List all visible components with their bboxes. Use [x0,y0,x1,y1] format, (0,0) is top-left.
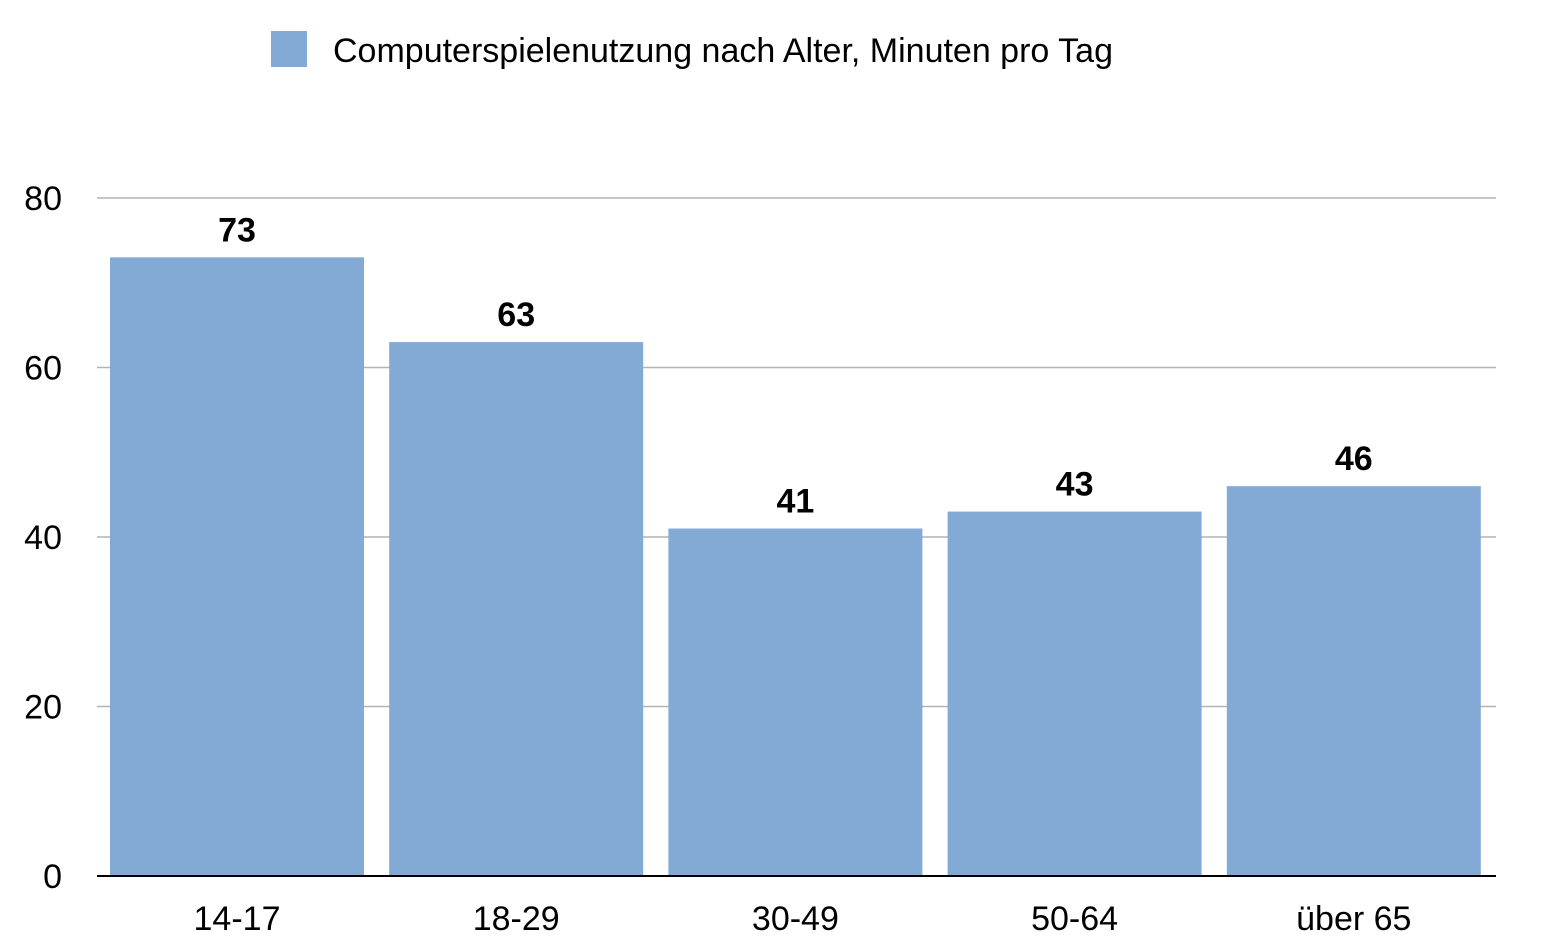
data-labels: 73 63 41 43 46 [218,211,1373,520]
chart-legend: Computerspielenutzung nach Alter, Minute… [271,31,1113,70]
legend-swatch [271,31,307,67]
y-tick-label: 40 [24,519,62,557]
y-tick-label: 20 [24,689,62,727]
data-label: 73 [218,211,256,249]
x-tick-label: 50-64 [1031,900,1118,938]
data-label: 63 [497,296,535,334]
data-label: 46 [1335,440,1373,478]
bar [947,511,1202,876]
y-tick-label: 80 [24,180,62,218]
x-tick-label: 14-17 [194,900,281,938]
legend-label: Computerspielenutzung nach Alter, Minute… [333,32,1113,70]
x-tick-label: 18-29 [473,900,560,938]
x-tick-label: über 65 [1296,900,1411,938]
data-label: 43 [1056,466,1094,504]
y-tick-label: 60 [24,350,62,388]
bar [389,342,644,876]
bar [1226,486,1481,876]
y-axis-ticks: 0 20 40 60 80 [24,180,62,896]
x-axis-ticks: 14-17 18-29 30-49 50-64 über 65 [194,900,1412,938]
bars [110,257,1481,876]
data-label: 41 [776,483,814,521]
bar [110,257,364,876]
y-tick-label: 0 [43,858,62,896]
bar [668,528,923,876]
x-tick-label: 30-49 [752,900,839,938]
